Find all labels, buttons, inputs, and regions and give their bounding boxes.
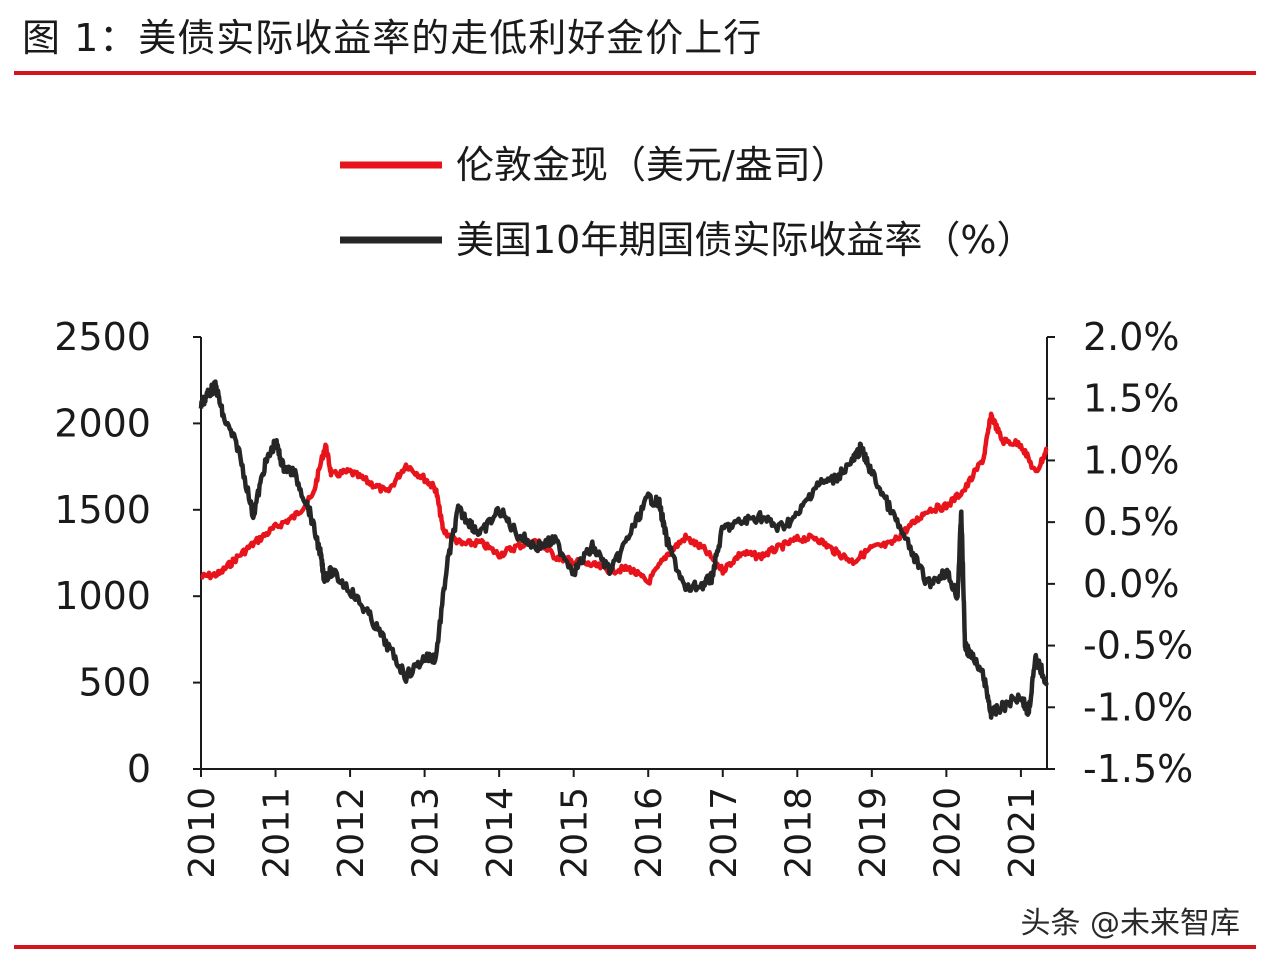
x-tick-label: 2021 <box>1002 787 1043 879</box>
left-tick-label: 2500 <box>54 315 151 359</box>
x-tick-label: 2010 <box>182 787 223 879</box>
legend-label: 伦敦金现（美元/盎司） <box>456 143 849 187</box>
watermark: 头条 @未来智库 <box>1020 906 1240 941</box>
x-tick-label: 2011 <box>257 787 298 879</box>
left-tick-label: 2000 <box>54 401 151 445</box>
x-tick-label: 2014 <box>480 787 521 879</box>
right-tick-label: -1.5% <box>1083 747 1193 791</box>
chart-axes: 0 500 1000 1500 2000 2500 -1.5% -1.0% -0.5% 0.0% 0… <box>54 315 1193 879</box>
x-tick-label: 2015 <box>555 787 596 879</box>
right-tick-label: -0.5% <box>1083 624 1193 668</box>
left-tick-label: 1000 <box>54 574 151 618</box>
right-tick-label: -1.0% <box>1083 685 1193 729</box>
x-tick-label: 2017 <box>704 787 745 879</box>
gold-price-line <box>200 411 1049 586</box>
right-tick-label: 2.0% <box>1083 315 1180 359</box>
x-tick-label: 2012 <box>331 787 372 879</box>
x-tick-label: 2013 <box>406 787 447 879</box>
x-tick-label: 2016 <box>629 787 670 879</box>
top-rule <box>14 71 1256 75</box>
bottom-rule <box>14 945 1256 949</box>
right-tick-label: 0.5% <box>1083 500 1180 544</box>
legend-label: 美国10年期国债实际收益率（%） <box>456 218 1034 262</box>
right-tick-label: 0.0% <box>1083 562 1180 606</box>
right-tick-label: 1.0% <box>1083 438 1180 482</box>
left-tick-label: 0 <box>127 747 151 791</box>
right-tick-label: 1.5% <box>1083 377 1180 421</box>
chart-lines <box>198 379 1049 720</box>
x-tick-label: 2019 <box>853 787 894 879</box>
left-tick-label: 500 <box>78 661 151 705</box>
left-tick-label: 1500 <box>54 488 151 532</box>
real-yield-line <box>198 379 1049 720</box>
x-tick-label: 2020 <box>927 787 968 879</box>
chart-legend: 伦敦金现（美元/盎司） 美国10年期国债实际收益率（%） <box>340 143 1034 262</box>
figure-title: 图 1：美债实际收益率的走低利好金价上行 <box>22 16 763 60</box>
x-tick-label: 2018 <box>778 787 819 879</box>
